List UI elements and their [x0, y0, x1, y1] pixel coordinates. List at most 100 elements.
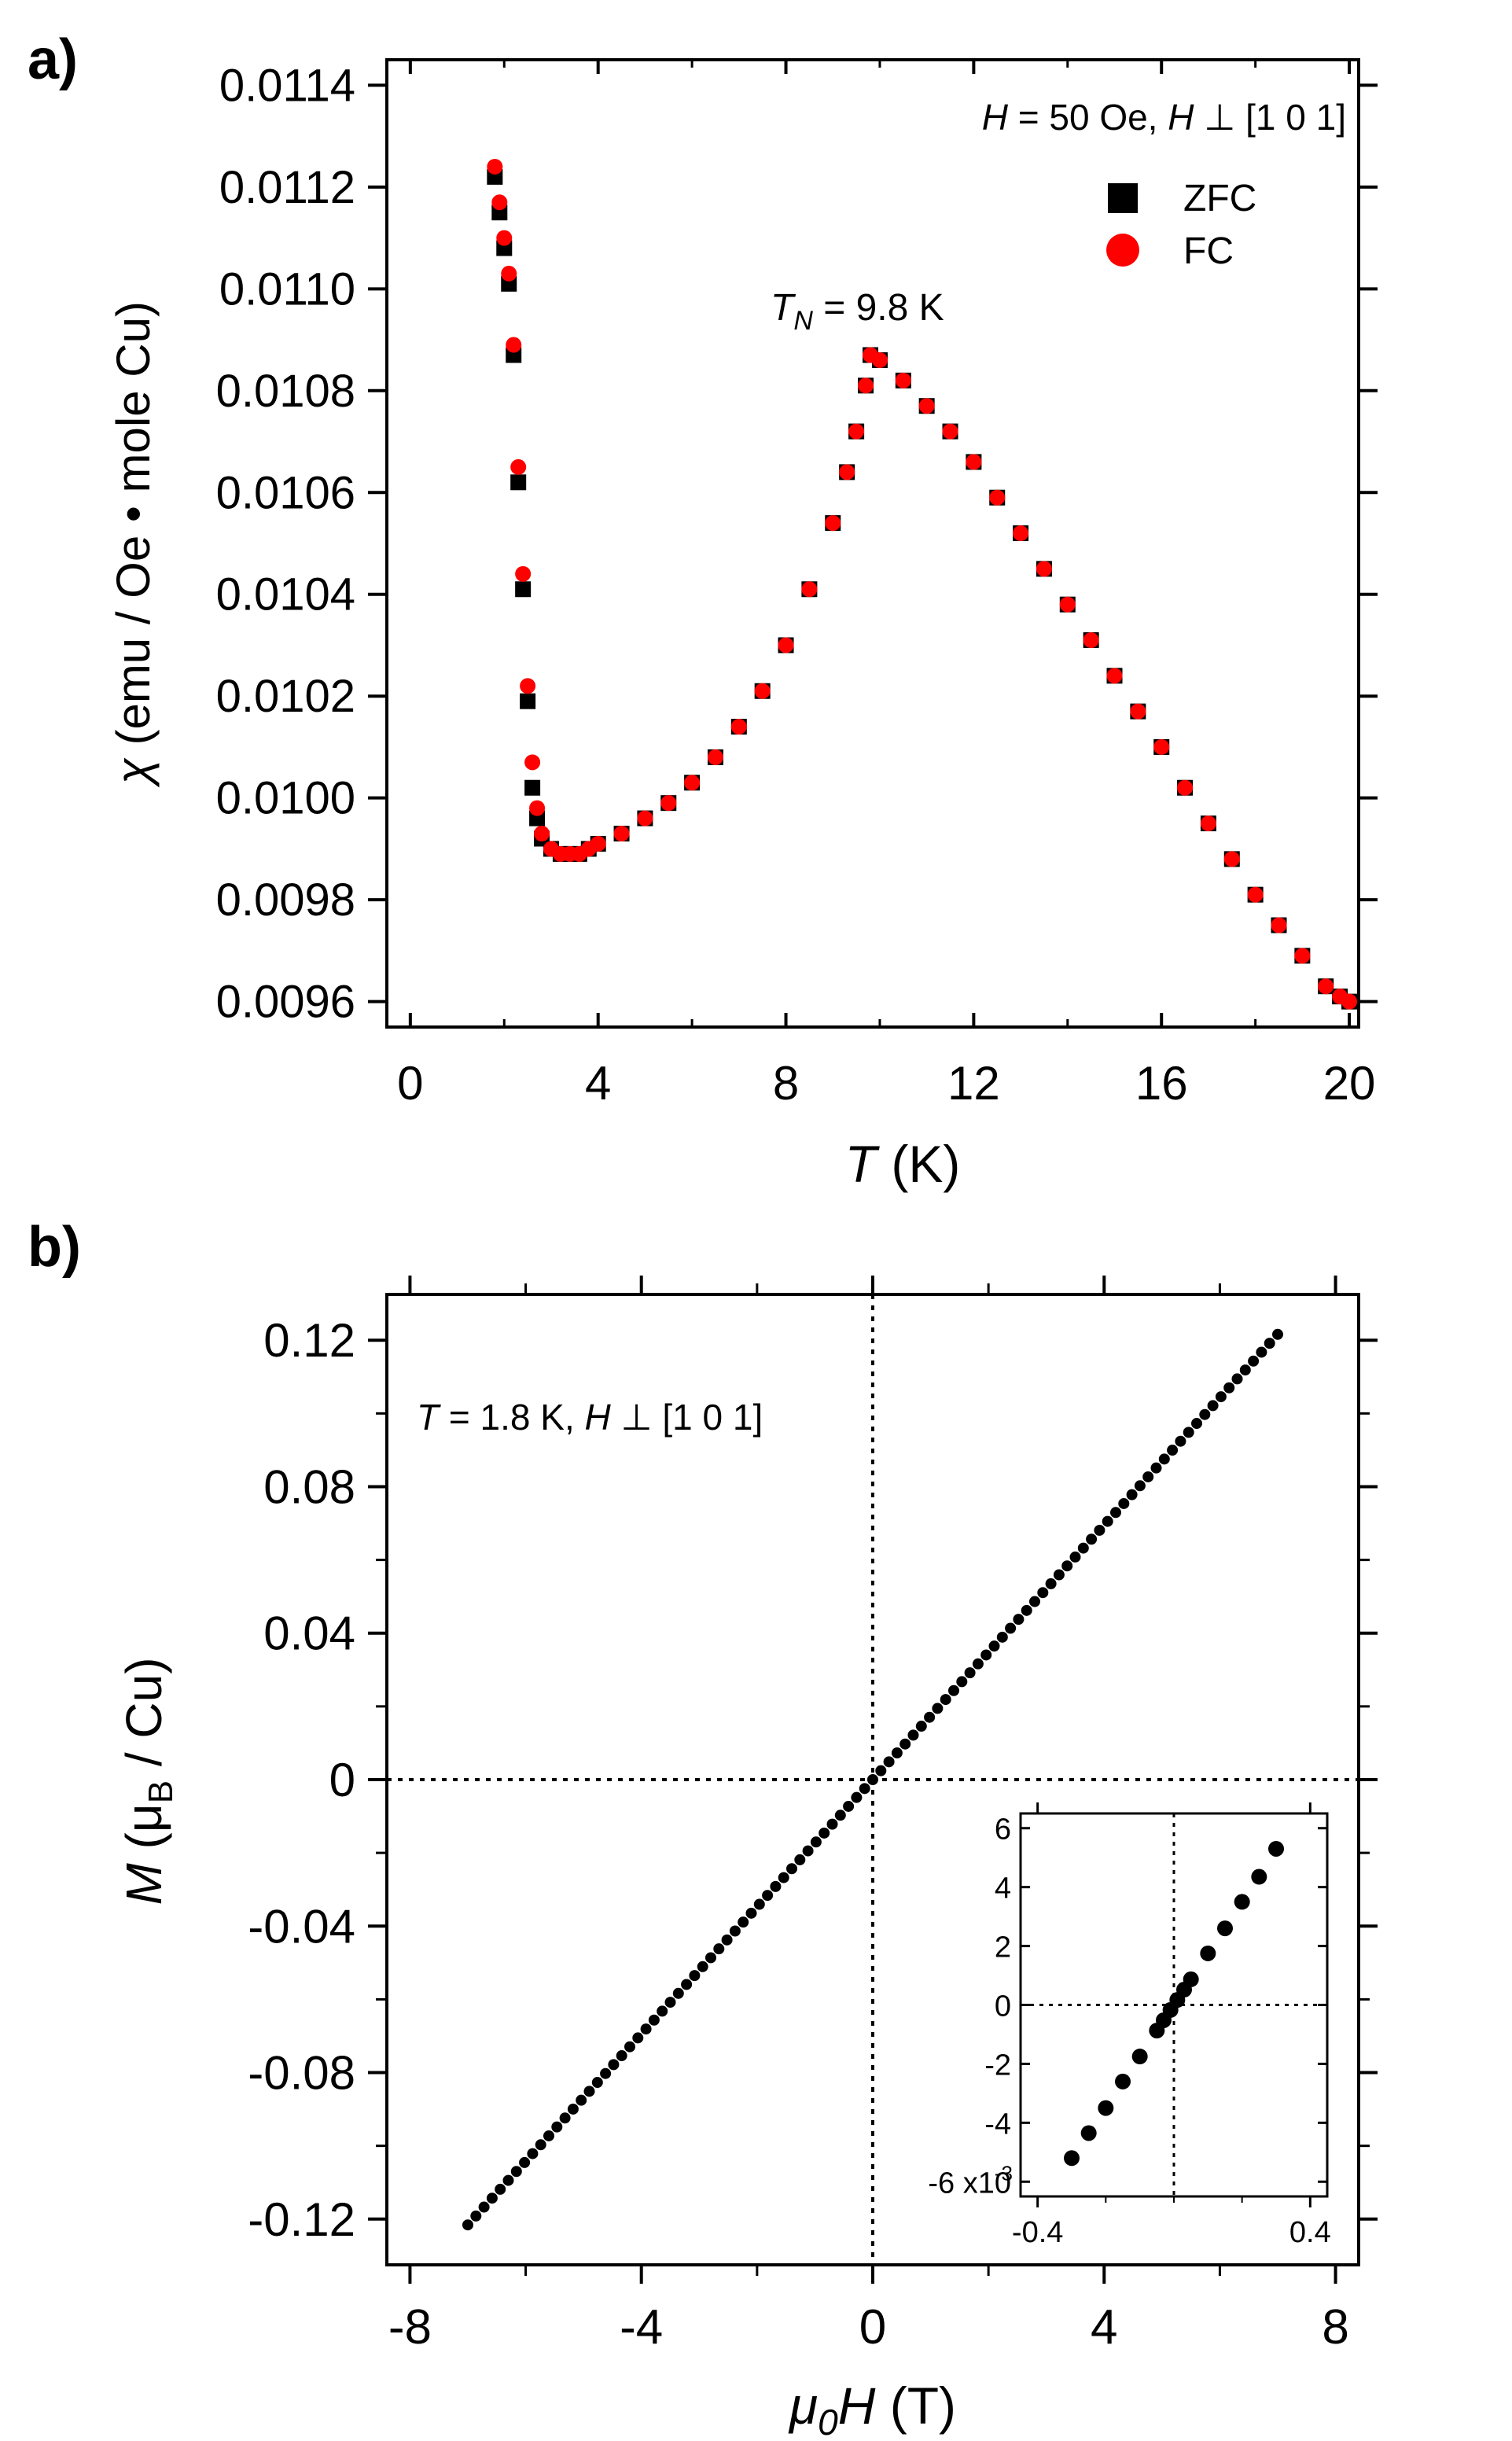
- fc-point: [1153, 738, 1170, 755]
- x-tick-label: 0: [859, 2300, 886, 2354]
- fc-point: [506, 337, 522, 353]
- magnetization-point: [1239, 1364, 1251, 1376]
- fc-point: [1013, 525, 1029, 542]
- panel-a-data-points: [487, 158, 1358, 1010]
- fc-point: [1130, 703, 1146, 720]
- y-tick-label: 0.0106: [216, 467, 355, 518]
- zfc-point: [524, 779, 541, 796]
- magnetization-point: [1215, 1391, 1227, 1403]
- magnetization-point: [883, 1756, 895, 1768]
- inset-data-points: [1064, 1840, 1284, 2167]
- x-tick-label: 4: [585, 1057, 611, 1110]
- magnetization-point: [834, 1810, 846, 1821]
- magnetization-point: [972, 1658, 984, 1670]
- inset-y-tick-label: -2: [984, 2049, 1011, 2082]
- magnetization-point: [1061, 1560, 1073, 1572]
- magnetization-point: [1142, 1471, 1154, 1482]
- magnetization-point: [899, 1738, 911, 1750]
- magnetization-point: [1077, 1542, 1089, 1554]
- magnetization-point: [964, 1667, 976, 1679]
- fc-point: [858, 377, 874, 394]
- panel-a-chart: a) 0 4 8 12 16 20 0.00960.00980.01000.01020.0…: [28, 28, 1378, 1193]
- magnetization-point: [1021, 1604, 1032, 1616]
- magnetization-point: [616, 2050, 627, 2062]
- magnetization-point: [1069, 1551, 1081, 1563]
- fc-point: [520, 678, 536, 694]
- magnetization-point: [729, 1925, 741, 1937]
- magnetization-point: [510, 2166, 522, 2178]
- fc-point: [524, 754, 541, 771]
- inset-magnetization-point: [1080, 2125, 1097, 2141]
- magnetization-point: [591, 2077, 603, 2089]
- inset-magnetization-point: [1098, 2100, 1114, 2116]
- inset-y-tick-label: 4: [995, 1872, 1011, 1905]
- magnetization-point: [600, 2067, 612, 2079]
- magnetization-point: [632, 2032, 644, 2044]
- magnetization-point: [721, 1934, 733, 1946]
- magnetization-point: [1094, 1524, 1105, 1536]
- magnetization-point: [567, 2103, 579, 2115]
- panel-b-chart: b) -8 -4 0 4 8 -0.12-0.08-0.0400.040.080.12 …: [28, 1216, 1378, 2441]
- panel-b-x-ticks: -8 -4 0 4 8: [388, 1276, 1349, 2354]
- magnetization-point: [1086, 1533, 1098, 1545]
- inset-magnetization-point: [1200, 1945, 1216, 1961]
- fc-point: [1177, 779, 1194, 796]
- y-tick-label: -0.08: [248, 2047, 355, 2100]
- panel-a-condition-annotation: H = 50 Oe, H ⊥ [1 0 1]: [982, 97, 1346, 138]
- magnetization-point: [648, 2014, 660, 2026]
- panel-a-label: a): [28, 28, 78, 91]
- legend-zfc-label: ZFC: [1183, 178, 1256, 219]
- x-tick-label: 8: [773, 1057, 799, 1110]
- fc-point: [1341, 993, 1358, 1010]
- zfc-point: [515, 581, 532, 598]
- zfc-point: [510, 474, 527, 491]
- panel-a-peak-annotation: TN = 9.8 K: [771, 287, 944, 336]
- panel-b-x-axis-label: μ0H (T): [788, 2377, 956, 2441]
- magnetization-point: [794, 1854, 806, 1865]
- fc-point: [496, 230, 513, 246]
- magnetization-point: [640, 2023, 652, 2035]
- fc-point: [534, 826, 550, 841]
- magnetization-point: [770, 1880, 782, 1892]
- magnetization-point: [948, 1684, 959, 1696]
- y-tick-label: 0.0114: [219, 60, 355, 111]
- fc-point: [637, 810, 653, 827]
- inset-magnetization-point: [1064, 2150, 1080, 2167]
- fc-point: [801, 581, 818, 598]
- y-tick-label: 0.0108: [216, 366, 355, 417]
- legend-zfc-marker: [1108, 183, 1138, 213]
- fc-point: [1059, 596, 1076, 613]
- y-tick-label: 0.0110: [219, 263, 355, 315]
- inset-y-exponent: -3: [995, 2161, 1013, 2185]
- fc-point: [590, 835, 606, 852]
- magnetization-point: [1158, 1453, 1170, 1465]
- y-tick-label: 0.0112: [219, 162, 355, 213]
- y-tick-label: 0.04: [263, 1607, 355, 1660]
- magnetization-point: [664, 1997, 676, 2008]
- magnetization-point: [753, 1898, 765, 1910]
- panel-a-legend: ZFC FC: [1106, 178, 1256, 272]
- fc-point: [1318, 978, 1334, 995]
- panel-a-y-ticks: 0.0096 0.0098 0.0100 0.0102 0.0104 0.0106 0.01…: [216, 60, 1378, 1028]
- magnetization-point: [551, 2121, 563, 2133]
- magnetization-point: [891, 1747, 903, 1759]
- panel-a-x-axis-label: T (K): [845, 1135, 961, 1193]
- magnetization-point: [1167, 1445, 1179, 1456]
- panel-a-y-axis-label: χ (emu / Oe • mole Cu): [107, 301, 160, 788]
- panel-b-condition-annotation: T = 1.8 K, H ⊥ [1 0 1]: [417, 1397, 763, 1438]
- magnetization-point: [940, 1694, 951, 1706]
- inset-y-tick-label: -4: [984, 2108, 1011, 2141]
- magnetization-point: [802, 1845, 814, 1857]
- magnetization-point: [826, 1818, 838, 1830]
- y-tick-label: 0: [329, 1754, 355, 1806]
- x-tick-label: 16: [1135, 1057, 1188, 1110]
- fc-point: [529, 800, 546, 816]
- magnetization-point: [1150, 1462, 1162, 1474]
- magnetization-point: [1110, 1507, 1121, 1519]
- fc-point: [1247, 886, 1264, 903]
- magnetization-point: [519, 2156, 531, 2168]
- magnetization-point: [672, 1987, 684, 1999]
- magnetization-point: [778, 1872, 789, 1883]
- inset-y-tick-label: 6: [995, 1813, 1011, 1846]
- fc-point: [730, 719, 747, 735]
